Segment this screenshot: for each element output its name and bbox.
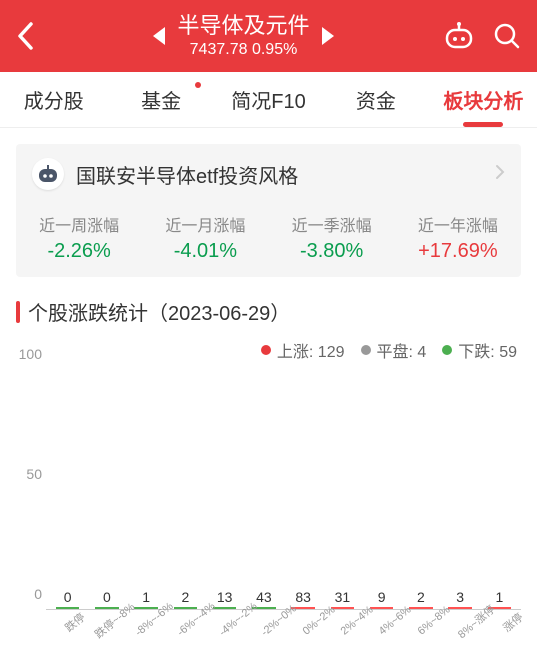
tab-简况F10[interactable]: 简况F10	[215, 72, 322, 127]
metric: 近一季涨幅 -3.80%	[269, 212, 395, 263]
metric: 近一周涨幅 -2.26%	[16, 212, 142, 263]
metric-value: -2.26%	[16, 240, 142, 263]
metrics-row: 近一周涨幅 -2.26%近一月涨幅 -4.01%近一季涨幅 -3.80%近一年涨幅 +1…	[16, 204, 521, 277]
metric-label: 近一月涨幅	[142, 212, 268, 236]
bar-value: 0	[103, 589, 111, 605]
legend-label: 平盘: 4	[377, 338, 427, 362]
bar-value: 43	[256, 589, 272, 605]
legend-dot	[361, 345, 371, 355]
distribution-chart: 050100 0012134383319231 跌停跌停~-8%-8%~-6%-…	[16, 370, 521, 650]
bar-value: 2	[417, 589, 425, 605]
badge-dot	[195, 82, 201, 88]
chevron-right-icon	[495, 163, 505, 186]
robot-avatar-icon	[32, 158, 64, 190]
bar-rect	[56, 607, 80, 609]
bar-value: 9	[378, 589, 386, 605]
tab-成分股[interactable]: 成分股	[0, 72, 107, 127]
legend-label: 下跌: 59	[458, 338, 517, 362]
next-icon[interactable]	[322, 27, 334, 45]
bar-value: 2	[181, 589, 189, 605]
metric-label: 近一周涨幅	[16, 212, 142, 236]
tab-板块分析[interactable]: 板块分析	[430, 72, 537, 127]
bar-value: 1	[495, 589, 503, 605]
panel-header[interactable]: 国联安半导体etf投资风格	[16, 144, 521, 204]
metric-value: -4.01%	[142, 240, 268, 263]
y-tick: 50	[26, 466, 42, 482]
metric-label: 近一季涨幅	[269, 212, 395, 236]
header-title: 半导体及元件	[177, 13, 309, 39]
metric-value: +17.69%	[395, 240, 521, 263]
y-tick: 0	[34, 586, 42, 602]
legend-label: 上涨: 129	[277, 338, 345, 362]
bar-value: 0	[64, 589, 72, 605]
back-icon[interactable]	[16, 21, 44, 51]
tab-bar: 成分股基金简况F10资金板块分析	[0, 72, 537, 128]
bar-rect	[409, 607, 433, 609]
metric: 近一月涨幅 -4.01%	[142, 212, 268, 263]
bar-value: 13	[217, 589, 233, 605]
header-subtitle: 7437.78 0.95%	[177, 40, 309, 59]
style-panel: 国联安半导体etf投资风格 近一周涨幅 -2.26%近一月涨幅 -4.01%近一季涨…	[16, 144, 521, 277]
legend-dot	[442, 345, 452, 355]
bar-rect	[134, 607, 158, 609]
x-axis: 跌停跌停~-8%-8%~-6%-6%~-4%-4%~-2%-2%~0%0%~2%…	[46, 610, 521, 650]
bars-container: 0012134383319231	[46, 370, 521, 609]
x-label: 涨停	[495, 605, 537, 657]
app-header: 半导体及元件 7437.78 0.95%	[0, 0, 537, 72]
legend-item: 上涨: 129	[261, 338, 345, 362]
section-title: 个股涨跌统计（2023-06-29）	[16, 297, 521, 326]
title-block[interactable]: 半导体及元件 7437.78 0.95%	[177, 13, 309, 59]
tab-基金[interactable]: 基金	[107, 72, 214, 127]
metric-value: -3.80%	[269, 240, 395, 263]
plot-area: 0012134383319231	[46, 370, 521, 610]
legend-item: 平盘: 4	[361, 338, 427, 362]
prev-icon[interactable]	[153, 27, 165, 45]
legend-item: 下跌: 59	[442, 338, 517, 362]
bar-value: 83	[295, 589, 311, 605]
bar-value: 31	[335, 589, 351, 605]
search-icon[interactable]	[493, 22, 521, 50]
bar-rect	[370, 607, 394, 609]
assistant-icon[interactable]	[443, 22, 475, 50]
y-axis: 050100	[16, 370, 46, 610]
bar-value: 3	[456, 589, 464, 605]
bar-rect	[448, 607, 472, 609]
y-tick: 100	[19, 346, 42, 362]
panel-title: 国联安半导体etf投资风格	[76, 160, 483, 189]
header-center: 半导体及元件 7437.78 0.95%	[44, 13, 443, 59]
metric: 近一年涨幅 +17.69%	[395, 212, 521, 263]
metric-label: 近一年涨幅	[395, 212, 521, 236]
legend-dot	[261, 345, 271, 355]
bar-rect	[174, 607, 198, 609]
chart-legend: 上涨: 129 平盘: 4 下跌: 59	[0, 338, 537, 370]
accent-bar	[16, 301, 20, 323]
section-title-text: 个股涨跌统计（2023-06-29）	[28, 297, 290, 326]
bar-value: 1	[142, 589, 150, 605]
tab-资金[interactable]: 资金	[322, 72, 429, 127]
